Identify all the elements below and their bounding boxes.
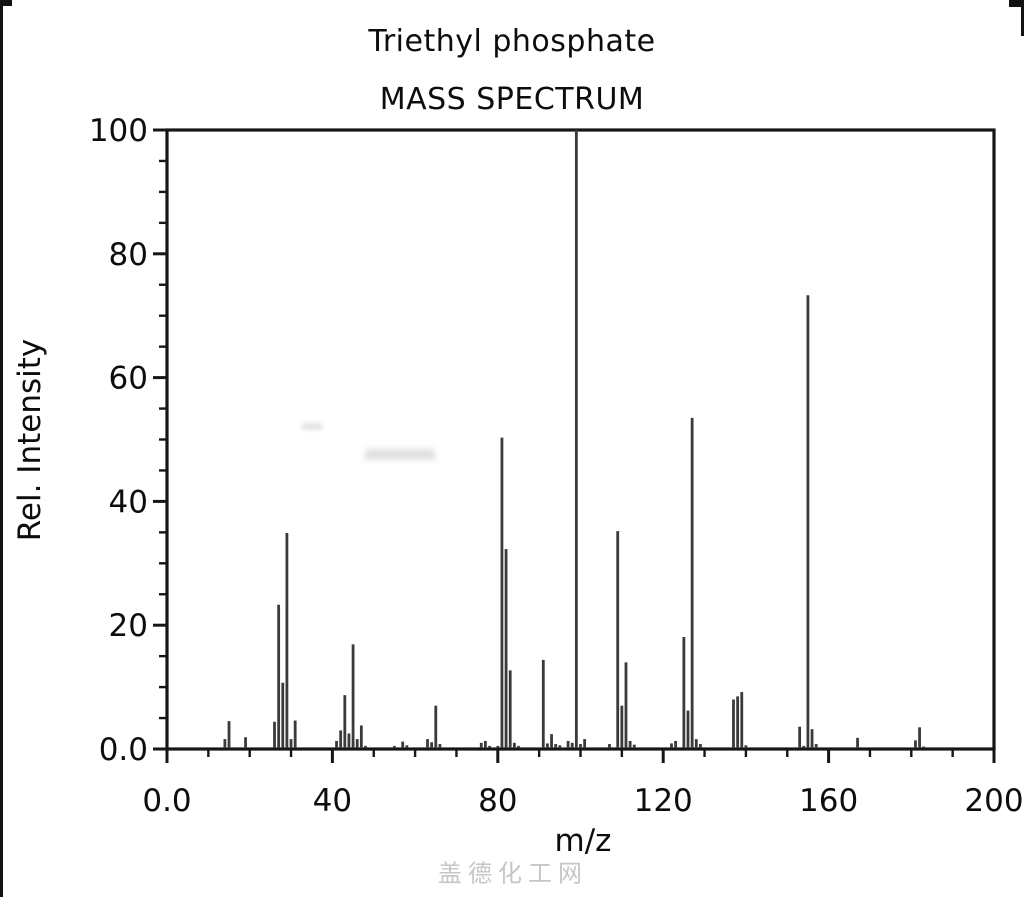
watermark-text: 盖德化工网 (438, 859, 588, 888)
scan-edge-artifact (1021, 0, 1024, 36)
chart-subtitle: MASS SPECTRUM (379, 82, 645, 117)
scan-smudge-artifact (302, 423, 322, 430)
x-tick-label: 80 (478, 783, 517, 819)
y-tick-label: 80 (109, 237, 148, 273)
y-tick-label: 20 (109, 608, 148, 644)
scan-edge-artifact (0, 0, 3, 897)
x-tick-label: 200 (964, 783, 1023, 819)
x-tick-label: 160 (799, 783, 858, 819)
x-tick-label: 120 (634, 783, 693, 819)
scan-edge-artifact (1009, 0, 1024, 7)
y-tick-label: 0.0 (99, 732, 148, 768)
x-tick-label: 40 (313, 783, 352, 819)
x-axis-label: m/z (554, 823, 612, 859)
y-tick-label: 60 (109, 361, 148, 397)
y-tick-label: 100 (89, 113, 148, 149)
chart-title: Triethyl phosphate (368, 24, 656, 59)
plot-frame (165, 128, 996, 751)
x-tick-label: 0.0 (142, 783, 191, 819)
scan-edge-artifact (0, 0, 12, 6)
y-tick-label: 40 (109, 484, 148, 520)
scan-smudge-artifact (365, 449, 435, 460)
